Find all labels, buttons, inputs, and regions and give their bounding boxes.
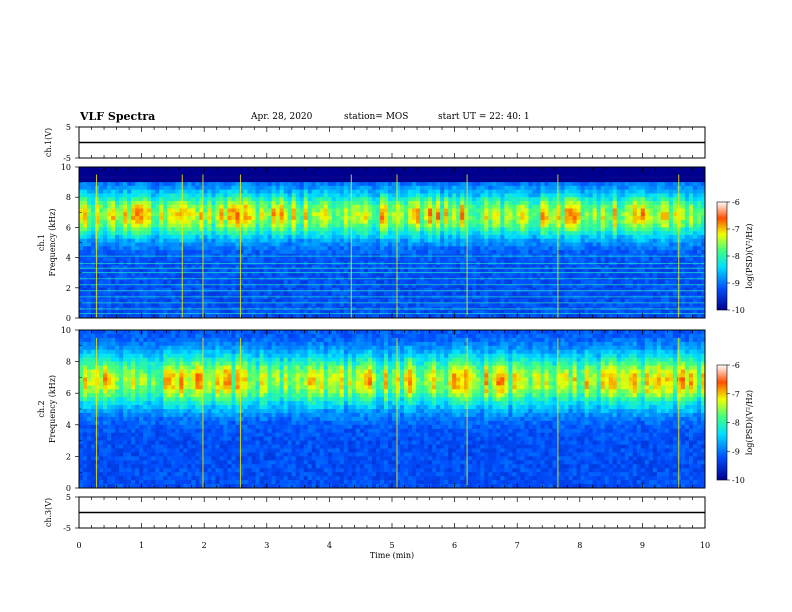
y-tick-label: 5 xyxy=(66,493,71,502)
colorbar-tick-label: -7 xyxy=(732,390,740,399)
y-tick-label: 2 xyxy=(66,452,71,461)
colorbar-tick-label: -9 xyxy=(732,447,740,456)
y-tick-label: 8 xyxy=(66,358,71,367)
date-label: Apr. 28, 2020 xyxy=(251,112,313,122)
colorbar-label: log(PSD)(V²/Hz) xyxy=(745,223,754,288)
x-tick-label: 8 xyxy=(577,541,582,550)
y-tick-label: 0 xyxy=(66,484,71,493)
colorbar-tick-label: -7 xyxy=(732,225,740,234)
colorbar-tick-label: -6 xyxy=(732,361,740,370)
start-time-label: start UT = 22: 40: 1 xyxy=(438,112,530,122)
y-tick-label: -5 xyxy=(63,154,71,163)
x-tick-label: 2 xyxy=(202,541,207,550)
spectrogram-2 xyxy=(79,330,706,489)
colorbar-tick-label: -10 xyxy=(732,306,745,315)
colorbar xyxy=(716,364,728,481)
colorbar-tick-label: -10 xyxy=(732,476,745,485)
colorbar-tick-label: -8 xyxy=(732,252,740,261)
y-axis-label: Frequency (kHz) xyxy=(48,375,57,443)
y-tick-label: 6 xyxy=(66,389,71,398)
y-tick-label: 10 xyxy=(61,326,71,335)
x-tick-label: 1 xyxy=(139,541,144,550)
y-tick-label: 5 xyxy=(66,123,71,132)
colorbar-label: log(PSD)(V²/Hz) xyxy=(745,390,754,455)
x-tick-label: 0 xyxy=(76,541,81,550)
y-axis-label: ch.1(V) xyxy=(44,128,53,157)
x-tick-label: 10 xyxy=(700,541,710,550)
x-axis-label: Time (min) xyxy=(370,551,414,560)
colorbar-tick-label: -6 xyxy=(732,198,740,207)
x-tick-label: 4 xyxy=(327,541,332,550)
panel-channel-label: ch.1 xyxy=(37,234,46,251)
station-label: station= MOS xyxy=(344,112,409,122)
x-tick-label: 5 xyxy=(389,541,394,550)
y-tick-label: 8 xyxy=(66,193,71,202)
y-tick-label: 0 xyxy=(66,314,71,323)
panel-channel-label: ch.2 xyxy=(37,400,46,417)
colorbar xyxy=(716,201,728,311)
y-tick-label: -5 xyxy=(63,524,71,533)
x-tick-label: 9 xyxy=(640,541,645,550)
y-tick-label: 4 xyxy=(66,254,71,263)
x-tick-label: 7 xyxy=(515,541,520,550)
y-tick-label: 10 xyxy=(61,163,71,172)
chart-title: VLF Spectra xyxy=(80,110,156,123)
y-tick-label: 2 xyxy=(66,284,71,293)
colorbar-tick-label: -9 xyxy=(732,279,740,288)
x-tick-label: 3 xyxy=(264,541,269,550)
y-axis-label: ch.3(V) xyxy=(44,498,53,527)
y-tick-label: 6 xyxy=(66,223,71,232)
colorbar-tick-label: -8 xyxy=(732,419,740,428)
spectrogram-1 xyxy=(79,167,706,319)
y-axis-label: Frequency (kHz) xyxy=(48,208,57,276)
y-tick-label: 4 xyxy=(66,421,71,430)
x-tick-label: 6 xyxy=(452,541,457,550)
